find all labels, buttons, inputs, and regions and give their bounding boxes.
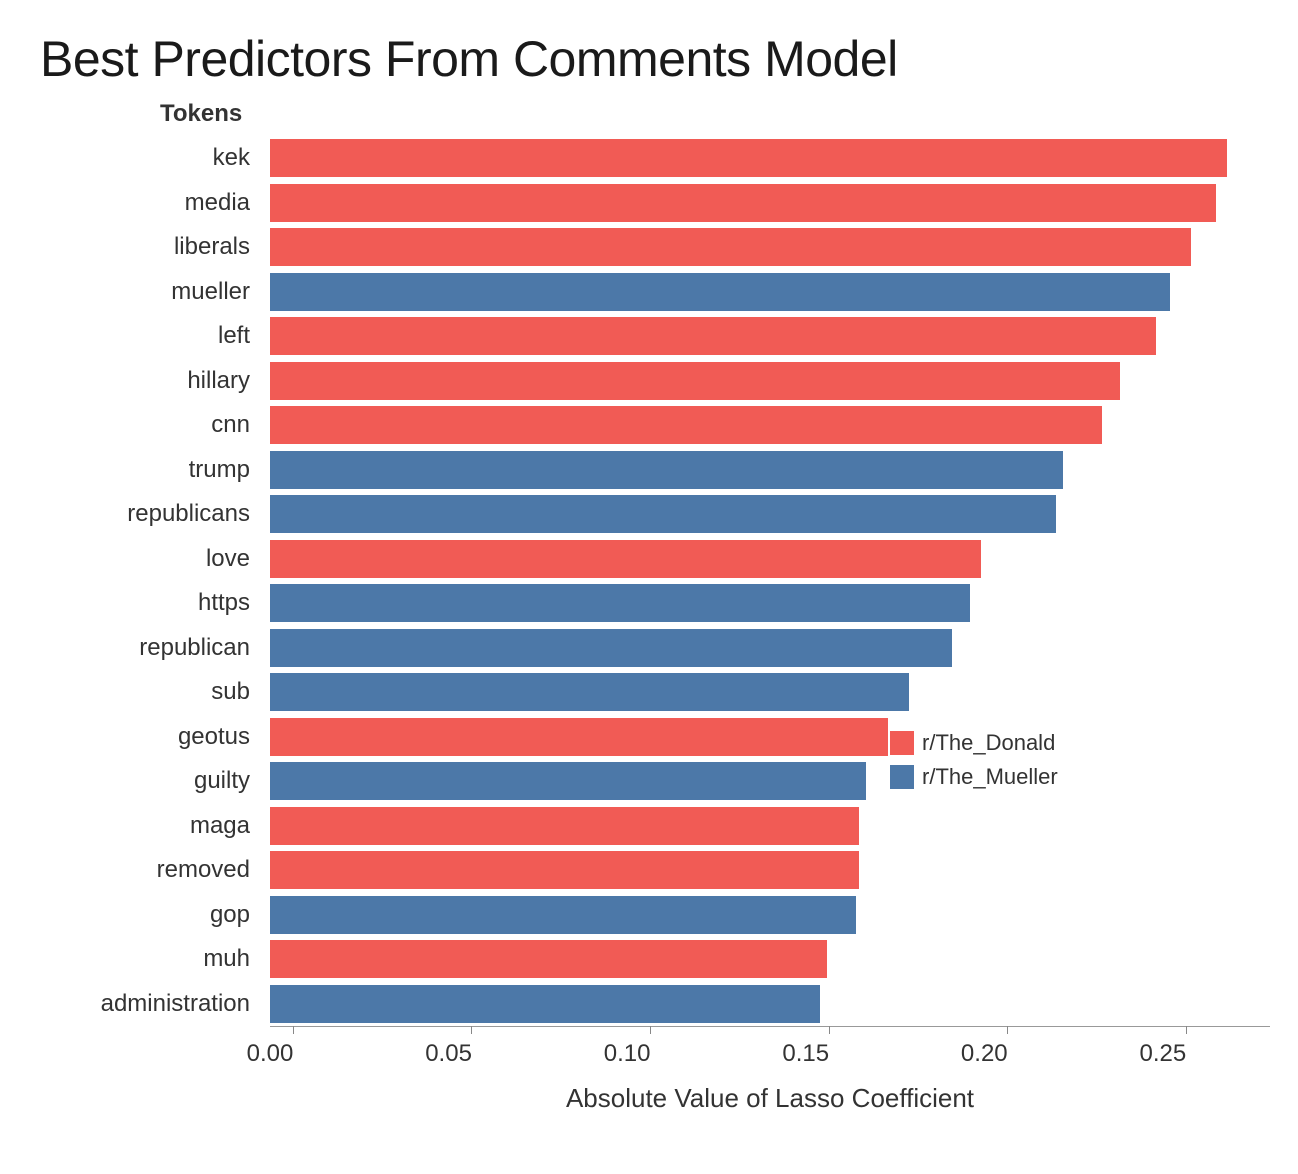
x-tick-label: 0.25	[1139, 1040, 1186, 1068]
bar-row: hillary	[270, 359, 1270, 404]
bar-row: republicans	[270, 492, 1270, 537]
bar-label: mueller	[40, 278, 260, 306]
bar-row: gop	[270, 893, 1270, 938]
chart-container: Best Predictors From Comments Model Toke…	[0, 0, 1298, 1174]
x-tick: 0.25	[1163, 1026, 1210, 1068]
legend-label: r/The_Donald	[922, 730, 1055, 756]
bar-row: muh	[270, 937, 1270, 982]
bar	[270, 985, 820, 1023]
bars-region: kekmedialiberalsmuellerlefthillarycnntru…	[270, 136, 1270, 1026]
x-tick-label: 0.00	[247, 1040, 294, 1068]
bar	[270, 807, 859, 845]
bar-label: muh	[40, 945, 260, 973]
bar-row: republican	[270, 626, 1270, 671]
legend-label: r/The_Mueller	[922, 764, 1058, 790]
bar-label: maga	[40, 812, 260, 840]
bar-row: maga	[270, 804, 1270, 849]
bar	[270, 495, 1056, 533]
x-tick-mark	[829, 1026, 830, 1034]
bar-row: https	[270, 581, 1270, 626]
bar-label: trump	[40, 456, 260, 484]
bar	[270, 317, 1156, 355]
bar	[270, 184, 1216, 222]
plot-area: Tokens kek media liberals mueller left hillar…	[40, 98, 1258, 1118]
bar	[270, 540, 981, 578]
bar-label: kek	[40, 144, 260, 172]
bar-row: geotus	[270, 715, 1270, 760]
bar-label: republicans	[40, 500, 260, 528]
x-tick-label: 0.15	[782, 1040, 829, 1068]
y-axis-title: Tokens	[160, 100, 242, 128]
bar-label: cnn	[40, 411, 260, 439]
bar-label: geotus	[40, 723, 260, 751]
bar	[270, 139, 1227, 177]
x-tick-mark	[1007, 1026, 1008, 1034]
bar-label: removed	[40, 856, 260, 884]
bar	[270, 406, 1102, 444]
bar-label: administration	[40, 990, 260, 1018]
bar-row: media	[270, 181, 1270, 226]
bar-row: cnn	[270, 403, 1270, 448]
bar-label: guilty	[40, 767, 260, 795]
bar	[270, 584, 970, 622]
x-tick: 0.05	[449, 1026, 496, 1068]
bar-row: mueller	[270, 270, 1270, 315]
bar	[270, 273, 1170, 311]
bar	[270, 629, 952, 667]
x-tick: 0.15	[806, 1026, 853, 1068]
bar-row: removed	[270, 848, 1270, 893]
bar	[270, 896, 856, 934]
bar-label: republican	[40, 634, 260, 662]
x-tick: 0.00	[270, 1026, 317, 1068]
bar-row: left	[270, 314, 1270, 359]
bar	[270, 362, 1120, 400]
x-tick-label: 0.10	[604, 1040, 651, 1068]
bar-row: guilty	[270, 759, 1270, 804]
x-tick-mark	[1186, 1026, 1187, 1034]
bar-row: sub	[270, 670, 1270, 715]
bar-label: liberals	[40, 233, 260, 261]
bar	[270, 673, 909, 711]
legend-item: r/The_Mueller	[890, 764, 1058, 790]
x-tick: 0.20	[984, 1026, 1031, 1068]
bar	[270, 851, 859, 889]
bar	[270, 451, 1063, 489]
x-tick-mark	[650, 1026, 651, 1034]
bar-label: sub	[40, 678, 260, 706]
bar-row: liberals	[270, 225, 1270, 270]
x-tick: 0.10	[627, 1026, 674, 1068]
bar-label: gop	[40, 901, 260, 929]
bar	[270, 718, 888, 756]
legend-item: r/The_Donald	[890, 730, 1058, 756]
bar-row: love	[270, 537, 1270, 582]
x-tick-mark	[471, 1026, 472, 1034]
legend-swatch	[890, 765, 914, 789]
bar-label: hillary	[40, 367, 260, 395]
legend-swatch	[890, 731, 914, 755]
x-tick-label: 0.20	[961, 1040, 1008, 1068]
bar	[270, 940, 827, 978]
x-tick-label: 0.05	[425, 1040, 472, 1068]
x-axis-title: Absolute Value of Lasso Coefficient	[270, 1083, 1270, 1114]
x-tick-mark	[293, 1026, 294, 1034]
bar	[270, 762, 866, 800]
bar-row: administration	[270, 982, 1270, 1027]
x-axis: 0.00 0.05 0.10 0.15 0.20 0.25	[270, 1026, 1270, 1086]
chart-title: Best Predictors From Comments Model	[40, 30, 1258, 88]
bar	[270, 228, 1191, 266]
bar-label: love	[40, 545, 260, 573]
bar-label: media	[40, 189, 260, 217]
legend: r/The_Donald r/The_Mueller	[890, 730, 1058, 790]
bar-row: kek	[270, 136, 1270, 181]
bar-label: https	[40, 589, 260, 617]
bar-label: left	[40, 322, 260, 350]
bar-row: trump	[270, 448, 1270, 493]
